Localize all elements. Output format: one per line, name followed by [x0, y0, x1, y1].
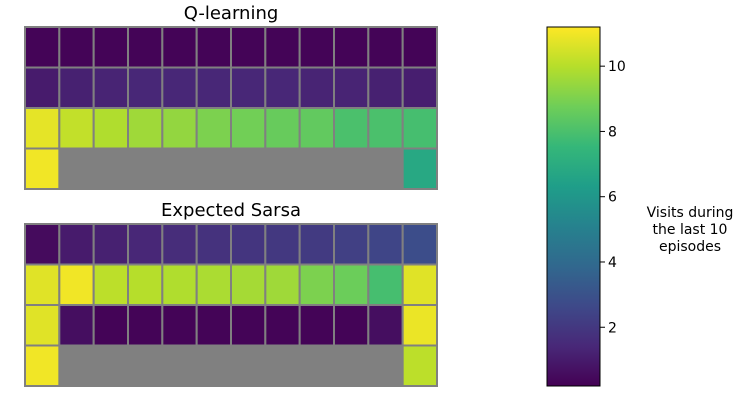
heatmap-frame	[24, 223, 438, 387]
heatmap-cell	[264, 263, 301, 306]
heatmap-cell	[367, 263, 404, 306]
heatmap-cell	[161, 223, 198, 266]
heatmap-cell	[127, 223, 164, 266]
heatmap-cell	[298, 223, 335, 266]
heatmap-cell	[24, 344, 61, 387]
cliff-region	[59, 148, 403, 189]
heatmap-cell	[24, 263, 61, 306]
heatmap-cell	[333, 66, 370, 109]
heatmap-cell	[230, 107, 267, 150]
heatmap-cell	[92, 66, 129, 109]
heatmap-cell	[401, 263, 438, 306]
colorbar-tick-label: 10	[608, 59, 626, 75]
heatmap-cell	[401, 107, 438, 150]
heatmap-cell	[92, 304, 129, 347]
heatmap-cell	[264, 304, 301, 347]
heatmap-cell	[401, 304, 438, 347]
heatmap-cell	[230, 304, 267, 347]
heatmap-cell	[92, 263, 129, 306]
heatmap-cell	[127, 107, 164, 150]
heatmap-cell	[401, 344, 438, 387]
heatmap-cell	[24, 66, 61, 109]
heatmap-cell	[367, 304, 404, 347]
heatmap-cell	[367, 223, 404, 266]
heatmap-cell	[161, 26, 198, 69]
heatmap-cell	[367, 26, 404, 69]
heatmap-cell	[58, 263, 95, 306]
heatmap-cell	[92, 26, 129, 69]
heatmap-cell	[264, 66, 301, 109]
heatmap-cell	[24, 26, 61, 69]
cliff-region	[59, 345, 403, 386]
heatmap-cell	[195, 107, 233, 150]
heatmap-cell	[195, 304, 233, 347]
heatmap-cell	[264, 26, 301, 69]
heatmap-cell	[24, 304, 61, 347]
expected-sarsa-title: Expected Sarsa	[161, 200, 301, 221]
heatmap-cell	[24, 223, 61, 266]
heatmap-cell	[195, 263, 233, 306]
heatmap-cell	[401, 66, 438, 109]
heatmap-cell	[333, 223, 370, 266]
heatmap-cell	[264, 223, 301, 266]
heatmap-cell	[58, 66, 95, 109]
heatmap-cell	[58, 107, 95, 150]
heatmap-cell	[161, 107, 198, 150]
heatmap-cell	[58, 304, 95, 347]
heatmap-cell	[195, 66, 233, 109]
colorbar-tick-label: 4	[608, 255, 617, 271]
heatmap-cell	[127, 304, 164, 347]
heatmap-cell	[127, 26, 164, 69]
heatmap-cell	[127, 263, 164, 306]
heatmap-cell	[230, 26, 267, 69]
heatmap-cell	[298, 26, 335, 69]
heatmap-cell	[195, 26, 233, 69]
heatmap-cell	[367, 66, 404, 109]
heatmap-cell	[401, 223, 438, 266]
heatmap-cell	[333, 26, 370, 69]
heatmap-q-learning	[24, 26, 438, 190]
q-learning-title: Q-learning	[183, 3, 279, 24]
heatmap-cell	[58, 26, 95, 69]
colorbar-tick-label: 8	[608, 124, 617, 140]
heatmap-cell	[264, 107, 301, 150]
heatmap-cell	[298, 263, 335, 306]
heatmap-cell	[24, 147, 61, 190]
heatmap-cell	[333, 107, 370, 150]
heatmap-cell	[401, 26, 438, 69]
heatmap-cell	[333, 263, 370, 306]
heatmap-cell	[195, 223, 233, 266]
heatmap-cell	[161, 263, 198, 306]
heatmap-cell	[127, 66, 164, 109]
heatmap-cell	[230, 223, 267, 266]
colorbar-gradient	[546, 26, 601, 387]
heatmap-cell	[92, 107, 129, 150]
heatmap-cell	[161, 304, 198, 347]
colorbar-tick-label: 6	[608, 190, 617, 206]
heatmap-cell	[230, 66, 267, 109]
heatmap-cell	[24, 107, 61, 150]
heatmap-cell	[333, 304, 370, 347]
heatmap-cell	[298, 304, 335, 347]
heatmap-expected-sarsa	[24, 223, 438, 387]
heatmap-cell	[298, 107, 335, 150]
heatmap-cell	[161, 66, 198, 109]
heatmap-cell	[92, 223, 129, 266]
colorbar-tick-label: 2	[608, 320, 617, 336]
colorbar: 2 4 6 8 10	[546, 26, 626, 387]
heatmap-frame	[24, 26, 438, 190]
heatmap-cell	[367, 107, 404, 150]
heatmap-cell	[230, 263, 267, 306]
colorbar-label: Visits during the last 10 episodes	[646, 205, 734, 255]
heatmap-cell	[298, 66, 335, 109]
heatmap-cell	[401, 147, 438, 190]
heatmap-cell	[58, 223, 95, 266]
